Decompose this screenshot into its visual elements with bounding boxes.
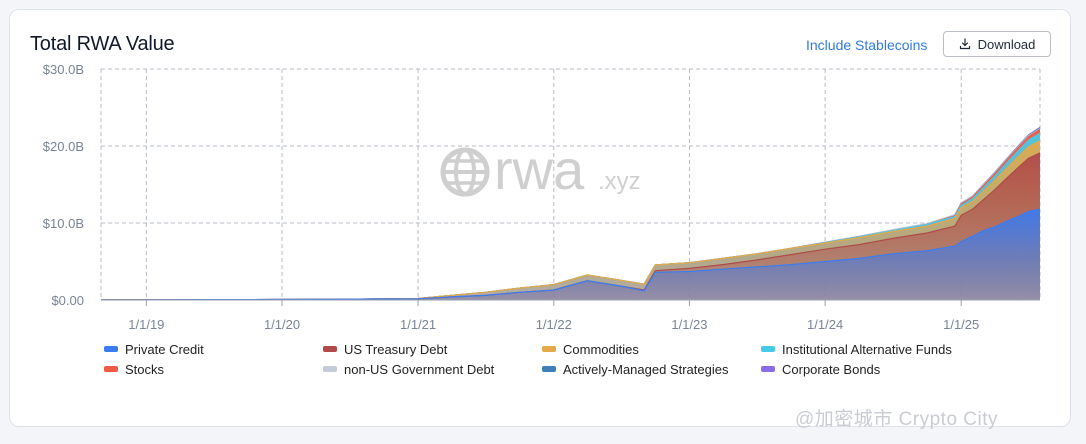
legend-label: Actively-Managed Strategies <box>563 361 729 377</box>
chart-title: Total RWA Value <box>30 33 175 55</box>
y-tick-label: $30.0B <box>43 62 84 77</box>
legend-item[interactable]: Stocks <box>104 361 323 377</box>
series-area-private-credit <box>101 209 1040 300</box>
x-tick-label: 1/1/23 <box>671 317 707 332</box>
legend-label: non-US Government Debt <box>344 361 495 377</box>
legend-label: US Treasury Debt <box>344 341 448 357</box>
series-areas <box>101 126 1041 301</box>
legend-label: Institutional Alternative Funds <box>782 341 952 357</box>
x-tick-label: 1/1/19 <box>128 317 164 332</box>
legend-item[interactable]: non-US Government Debt <box>323 361 542 377</box>
x-tick-label: 1/1/20 <box>264 317 300 332</box>
chart-legend: Private Credit US Treasury Debt Commoditie… <box>104 341 1004 377</box>
legend-item[interactable]: Actively-Managed Strategies <box>542 361 761 377</box>
download-icon <box>959 38 970 50</box>
legend-swatch <box>542 366 556 372</box>
legend-swatch <box>761 346 775 352</box>
rwa-watermark: rwa .xyz <box>440 138 641 201</box>
download-label: Download <box>977 36 1036 52</box>
y-tick-label: $10.0B <box>43 216 84 231</box>
legend-item[interactable]: Commodities <box>542 341 761 357</box>
globe-icon <box>440 147 490 197</box>
legend-swatch <box>104 366 118 372</box>
legend-item[interactable]: US Treasury Debt <box>323 341 542 357</box>
chart-card: Total RWA Value Include Stablecoins Down… <box>9 9 1071 427</box>
legend-swatch <box>104 346 118 352</box>
x-tick-label: 1/1/21 <box>400 317 436 332</box>
legend-swatch <box>323 346 337 352</box>
series-line-private-credit <box>101 208 1041 301</box>
watermark-logo-suffix: .xyz <box>598 168 641 195</box>
legend-swatch <box>542 346 556 352</box>
legend-label: Commodities <box>563 341 639 357</box>
legend-label: Stocks <box>125 361 165 377</box>
include-stablecoins-link[interactable]: Include Stablecoins <box>806 37 928 53</box>
y-tick-label: $0.00 <box>51 293 84 308</box>
legend-item[interactable]: Corporate Bonds <box>761 361 1001 377</box>
legend-item[interactable]: Institutional Alternative Funds <box>761 341 1001 357</box>
watermark-logo-text: rwa <box>494 138 585 201</box>
legend-item[interactable]: Private Credit <box>104 341 323 357</box>
legend-label: Private Credit <box>125 341 204 357</box>
x-tick-label: 1/1/24 <box>807 317 843 332</box>
x-tick-label: 1/1/25 <box>943 317 979 332</box>
legend-swatch <box>323 366 337 372</box>
y-tick-label: $20.0B <box>43 139 84 154</box>
legend-label: Corporate Bonds <box>782 361 881 377</box>
corner-watermark: @加密城市 Crypto City <box>795 409 999 430</box>
download-button[interactable]: Download <box>943 31 1051 57</box>
legend-swatch <box>761 366 775 372</box>
x-tick-label: 1/1/22 <box>536 317 572 332</box>
axes: $0.00 $10.0B $20.0B $30.0B 1/1/19 1/1/20 1/1/2… <box>43 62 1040 332</box>
